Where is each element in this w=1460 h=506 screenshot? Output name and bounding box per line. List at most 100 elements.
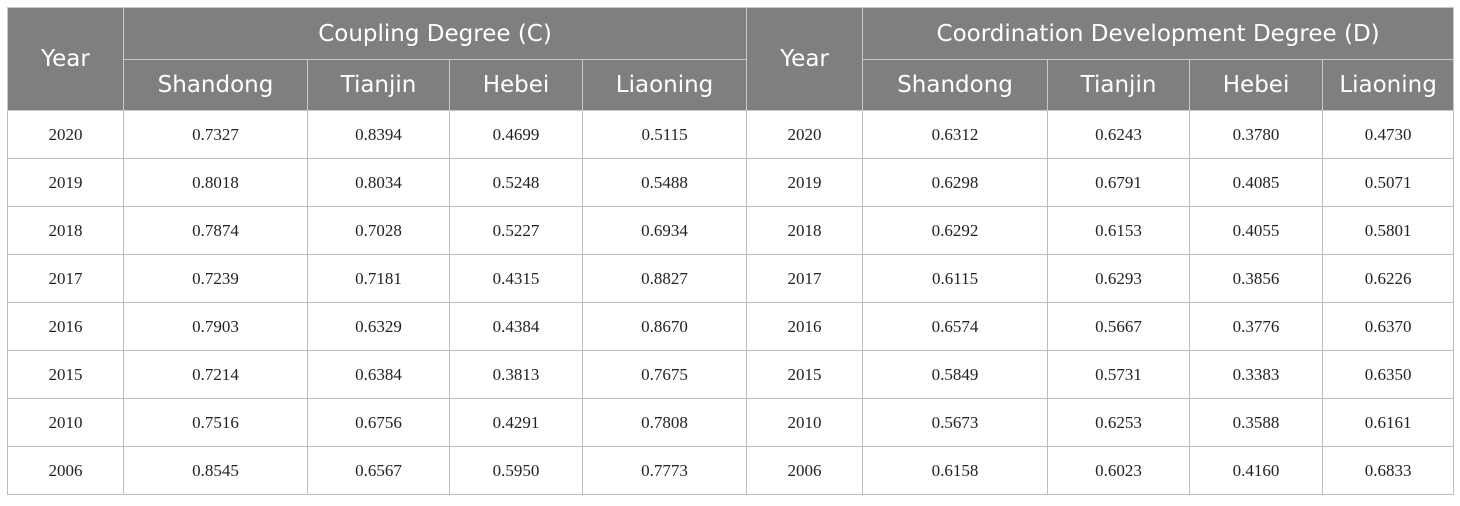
coordination-cell-liaoning: 0.6226 — [1322, 254, 1455, 303]
coordination-cell-hebei: 0.3588 — [1189, 398, 1324, 447]
table-row: 2016 0.7903 0.6329 0.4384 0.8670 2016 0.6574 0.… — [7, 302, 1455, 351]
coordination-cell-shandong: 0.6574 — [862, 302, 1049, 351]
coordination-cell-tianjin: 0.6243 — [1047, 110, 1191, 159]
coupling-cell-tianjin: 0.8394 — [307, 110, 450, 159]
table-row: 2019 0.8018 0.8034 0.5248 0.5488 2019 0.6298 0.… — [7, 158, 1455, 207]
table-row: 2015 0.7214 0.6384 0.3813 0.7675 2015 0.5849 0.… — [7, 350, 1455, 399]
coordination-cell-tianjin: 0.6153 — [1047, 206, 1191, 255]
table-row: 2020 0.7327 0.8394 0.4699 0.5115 2020 0.6312 0.… — [7, 110, 1455, 159]
table-row: 2006 0.8545 0.6567 0.5950 0.7773 2006 0.6158 0.… — [7, 446, 1455, 495]
year-cell: 2019 — [7, 158, 124, 207]
coordination-cell-shandong: 0.5673 — [862, 398, 1049, 447]
coordination-cell-tianjin: 0.6791 — [1047, 158, 1191, 207]
year-cell: 2016 — [7, 302, 124, 351]
year-cell: 2020 — [7, 110, 124, 159]
year-cell: 2018 — [7, 206, 124, 255]
coupling-cell-tianjin: 0.7028 — [307, 206, 450, 255]
coordination-cell-liaoning: 0.6833 — [1322, 446, 1455, 495]
coupling-cell-shandong: 0.8545 — [123, 446, 308, 495]
province-header-hebei: Hebei — [1189, 59, 1324, 111]
table-body: 2020 0.7327 0.8394 0.4699 0.5115 2020 0.6312 0.… — [7, 110, 1455, 495]
coupling-cell-liaoning: 0.7808 — [581, 398, 748, 447]
coupling-cell-shandong: 0.7214 — [123, 350, 308, 399]
year-cell: 2017 — [746, 254, 864, 303]
coordination-cell-hebei: 0.4160 — [1189, 446, 1324, 495]
coupling-cell-shandong: 0.7874 — [123, 206, 308, 255]
coupling-cell-shandong: 0.8018 — [123, 158, 308, 207]
province-header-hebei: Hebei — [449, 59, 583, 111]
province-header-shandong: Shandong — [862, 59, 1049, 111]
year-cell: 2016 — [746, 302, 864, 351]
coordination-cell-shandong: 0.6298 — [862, 158, 1049, 207]
coordination-cell-hebei: 0.4085 — [1189, 158, 1324, 207]
coordination-cell-liaoning: 0.6350 — [1322, 350, 1455, 399]
table-header: Year Coupling Degree (C) Year Coordinati… — [7, 7, 1455, 111]
coupling-cell-liaoning: 0.8670 — [581, 302, 748, 351]
coupling-cell-tianjin: 0.6329 — [307, 302, 450, 351]
province-header-tianjin: Tianjin — [307, 59, 450, 111]
year-cell: 2006 — [746, 446, 864, 495]
coupling-cell-shandong: 0.7516 — [123, 398, 308, 447]
coupling-cell-hebei: 0.4699 — [449, 110, 583, 159]
coupling-cell-shandong: 0.7239 — [123, 254, 308, 303]
year-cell: 2006 — [7, 446, 124, 495]
coordination-cell-tianjin: 0.5731 — [1047, 350, 1191, 399]
coordination-cell-liaoning: 0.5801 — [1322, 206, 1455, 255]
header-row-provinces: Shandong Tianjin Hebei Liaoning Shandong… — [8, 59, 1455, 111]
coupling-degree-header: Coupling Degree (C) — [122, 7, 748, 60]
coupling-cell-tianjin: 0.7181 — [307, 254, 450, 303]
coordination-cell-tianjin: 0.5667 — [1047, 302, 1191, 351]
year-cell: 2018 — [746, 206, 864, 255]
year-cell: 2019 — [746, 158, 864, 207]
coupling-cell-liaoning: 0.7773 — [581, 446, 748, 495]
coordination-cell-shandong: 0.6312 — [862, 110, 1049, 159]
coordination-cell-tianjin: 0.6023 — [1047, 446, 1191, 495]
coordination-cell-liaoning: 0.4730 — [1322, 110, 1455, 159]
coordination-cell-tianjin: 0.6293 — [1047, 254, 1191, 303]
table-row: 2010 0.7516 0.6756 0.4291 0.7808 2010 0.5673 0.… — [7, 398, 1455, 447]
province-header-tianjin: Tianjin — [1047, 59, 1191, 111]
coordination-cell-hebei: 0.3856 — [1189, 254, 1324, 303]
header-row-groups: Year Coupling Degree (C) Year Coordinati… — [7, 7, 1455, 111]
coupling-cell-liaoning: 0.5115 — [581, 110, 748, 159]
coordination-cell-liaoning: 0.6370 — [1322, 302, 1455, 351]
coordination-cell-shandong: 0.5849 — [862, 350, 1049, 399]
coordination-cell-hebei: 0.3776 — [1189, 302, 1324, 351]
year-cell: 2015 — [746, 350, 864, 399]
coupling-cell-shandong: 0.7327 — [123, 110, 308, 159]
table-row: 2018 0.7874 0.7028 0.5227 0.6934 2018 0.6292 0.… — [7, 206, 1455, 255]
year-cell: 2015 — [7, 350, 124, 399]
table-row: 2017 0.7239 0.7181 0.4315 0.8827 2017 0.6115 0.… — [7, 254, 1455, 303]
province-header-liaoning: Liaoning — [581, 59, 748, 111]
coupling-cell-liaoning: 0.5488 — [581, 158, 748, 207]
coupling-cell-tianjin: 0.8034 — [307, 158, 450, 207]
coupling-cell-liaoning: 0.7675 — [581, 350, 748, 399]
coupling-cell-hebei: 0.4315 — [449, 254, 583, 303]
coupling-cell-hebei: 0.4384 — [449, 302, 583, 351]
coordination-degree-header: Coordination Development Degree (D) — [862, 7, 1455, 60]
year-column-header: Year — [7, 7, 124, 111]
year-cell: 2010 — [7, 398, 124, 447]
coordination-cell-liaoning: 0.5071 — [1322, 158, 1455, 207]
coupling-cell-tianjin: 0.6384 — [307, 350, 450, 399]
coupling-cell-liaoning: 0.6934 — [581, 206, 748, 255]
coordination-cell-tianjin: 0.6253 — [1047, 398, 1191, 447]
coupling-cell-hebei: 0.5227 — [449, 206, 583, 255]
province-header-shandong: Shandong — [123, 59, 308, 111]
year-cell: 2017 — [7, 254, 124, 303]
coupling-cell-tianjin: 0.6756 — [307, 398, 450, 447]
coupling-cell-tianjin: 0.6567 — [307, 446, 450, 495]
year-cell: 2010 — [746, 398, 864, 447]
coordination-cell-hebei: 0.3780 — [1189, 110, 1324, 159]
coupling-cell-hebei: 0.5248 — [449, 158, 583, 207]
coordination-cell-hebei: 0.3383 — [1189, 350, 1324, 399]
coordination-cell-shandong: 0.6115 — [862, 254, 1049, 303]
coupling-cell-hebei: 0.4291 — [449, 398, 583, 447]
coupling-cell-hebei: 0.5950 — [449, 446, 583, 495]
coordination-cell-shandong: 0.6292 — [862, 206, 1049, 255]
data-table: Year Coupling Degree (C) Year Coordinati… — [7, 7, 1455, 495]
province-header-liaoning: Liaoning — [1322, 59, 1455, 111]
year-cell: 2020 — [746, 110, 864, 159]
coupling-cell-shandong: 0.7903 — [123, 302, 308, 351]
coupling-cell-liaoning: 0.8827 — [581, 254, 748, 303]
